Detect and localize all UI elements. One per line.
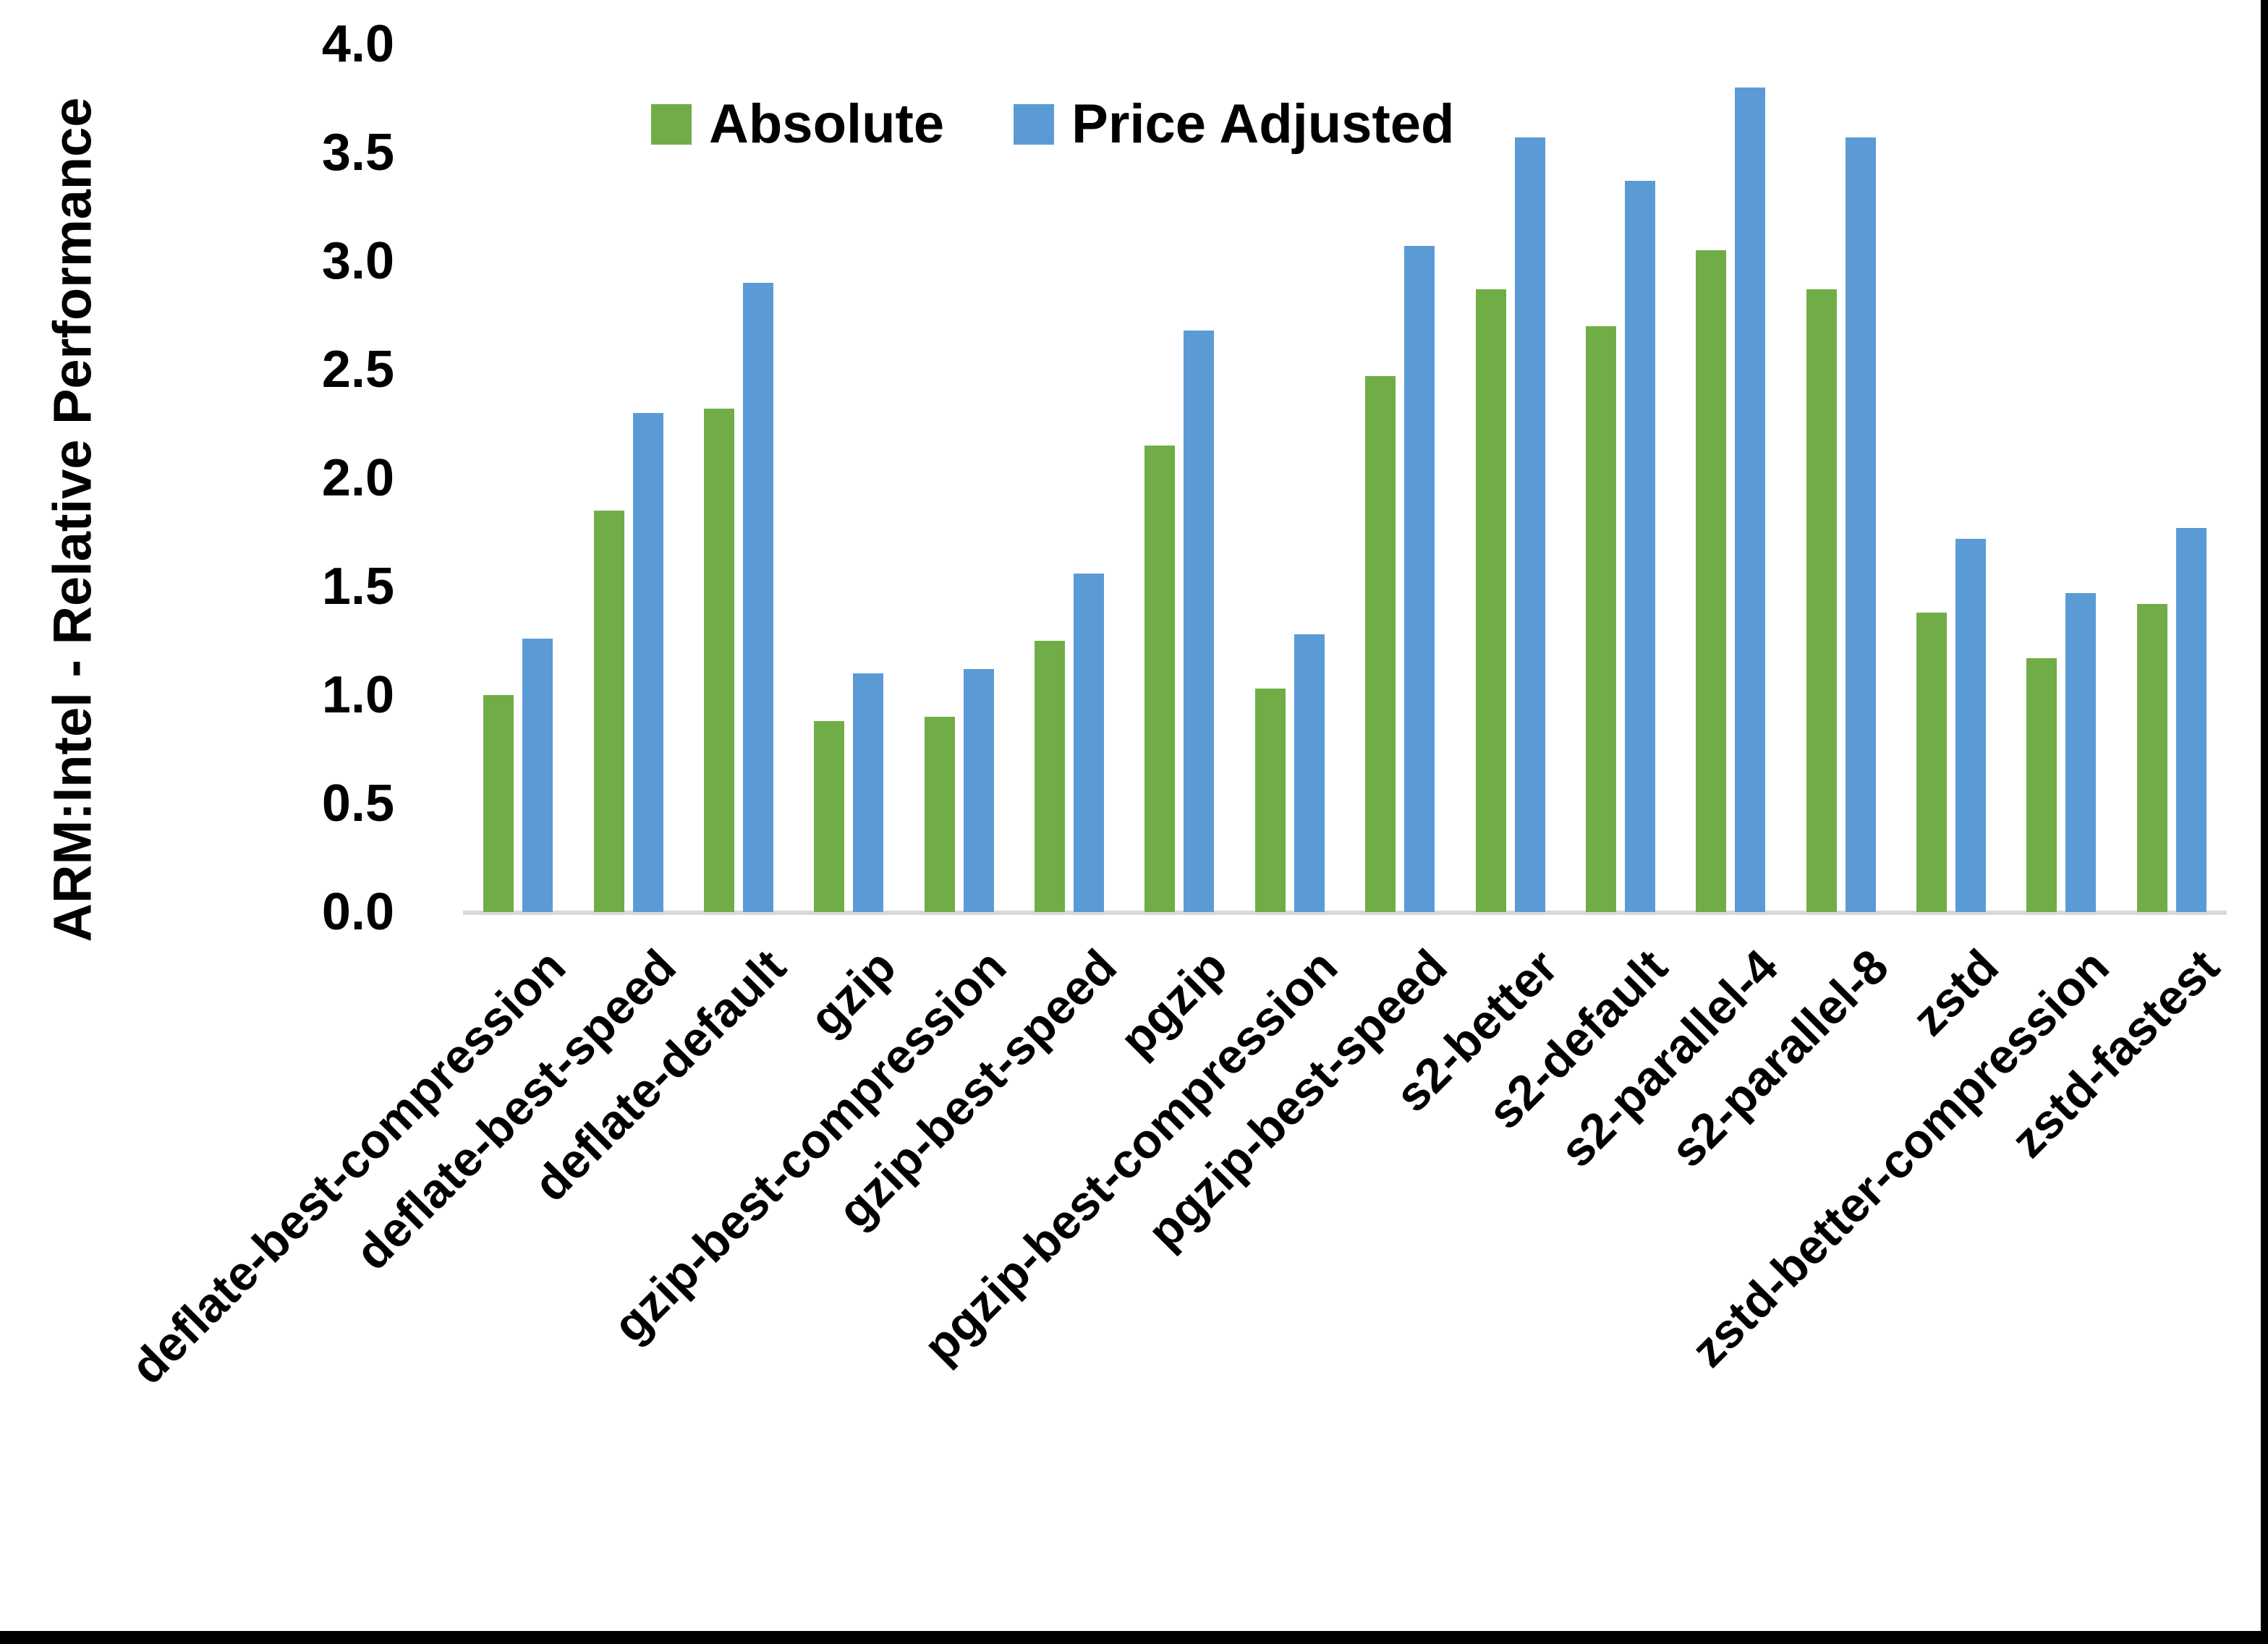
legend-item-price-adjusted: Price Adjusted (1014, 93, 1454, 156)
legend: Absolute Price Adjusted (651, 93, 1454, 156)
bar-price-adjusted-pgzip-best-compression (1294, 634, 1325, 912)
image-right-border (2261, 0, 2268, 1644)
bar-price-adjusted-s2-default (1625, 181, 1655, 912)
y-tick-label: 3.5 (321, 124, 394, 182)
bar-price-adjusted-zstd (1955, 539, 1986, 912)
x-category-label-deflate-best-compression: deflate-best-compression (120, 939, 576, 1395)
bar-price-adjusted-pgzip-best-speed (1404, 246, 1435, 912)
image-bottom-border (0, 1631, 2268, 1644)
bar-absolute-zstd-fastest (2137, 604, 2167, 912)
bar-absolute-deflate-default (704, 409, 734, 912)
x-axis-baseline (463, 911, 2227, 915)
y-tick-label: 1.0 (321, 666, 394, 724)
bar-price-adjusted-s2-parallel-8 (1846, 137, 1876, 912)
bar-absolute-gzip-best-speed (1035, 641, 1065, 912)
y-tick-label: 4.0 (321, 15, 394, 73)
bar-absolute-zstd-better-compression (2026, 658, 2057, 912)
bar-price-adjusted-zstd-fastest (2176, 528, 2207, 912)
bar-price-adjusted-gzip (853, 673, 883, 912)
bar-absolute-pgzip-best-speed (1365, 376, 1396, 912)
y-tick-label: 3.0 (321, 232, 394, 290)
y-tick-label: 0.5 (321, 775, 394, 832)
bar-price-adjusted-zstd-better-compression (2065, 593, 2096, 912)
bar-absolute-s2-default (1586, 326, 1616, 912)
bar-absolute-s2-better (1476, 289, 1506, 912)
legend-label-absolute: Absolute (709, 93, 945, 155)
bar-absolute-zstd (1916, 613, 1947, 912)
bar-price-adjusted-gzip-best-speed (1074, 574, 1104, 912)
y-tick-label: 2.0 (321, 449, 394, 507)
bar-absolute-pgzip (1144, 446, 1175, 912)
bar-price-adjusted-deflate-best-compression (522, 639, 553, 912)
bar-price-adjusted-gzip-best-compression (964, 669, 994, 912)
bar-absolute-pgzip-best-compression (1255, 689, 1286, 912)
bar-absolute-deflate-best-speed (594, 511, 624, 912)
bar-absolute-s2-parallel-4 (1696, 250, 1726, 912)
legend-label-price-adjusted: Price Adjusted (1071, 93, 1455, 155)
legend-swatch-absolute (651, 103, 692, 145)
y-tick-label: 2.5 (321, 341, 394, 399)
bar-price-adjusted-s2-better (1515, 137, 1545, 912)
bar-price-adjusted-deflate-default (743, 283, 773, 912)
bar-price-adjusted-s2-parallel-4 (1735, 88, 1765, 912)
bar-absolute-deflate-best-compression (483, 695, 514, 912)
legend-item-absolute: Absolute (651, 93, 944, 156)
bar-absolute-gzip-best-compression (925, 717, 955, 912)
y-tick-label: 0.0 (321, 883, 394, 941)
y-tick-label: 1.5 (321, 558, 394, 616)
y-axis-title: ARM:Intel - Relative Performance (42, 97, 103, 942)
legend-swatch-price-adjusted (1014, 103, 1055, 145)
bar-absolute-gzip (814, 721, 844, 912)
bar-price-adjusted-pgzip (1184, 331, 1214, 912)
bar-price-adjusted-deflate-best-speed (633, 413, 663, 912)
bar-absolute-s2-parallel-8 (1806, 289, 1837, 912)
